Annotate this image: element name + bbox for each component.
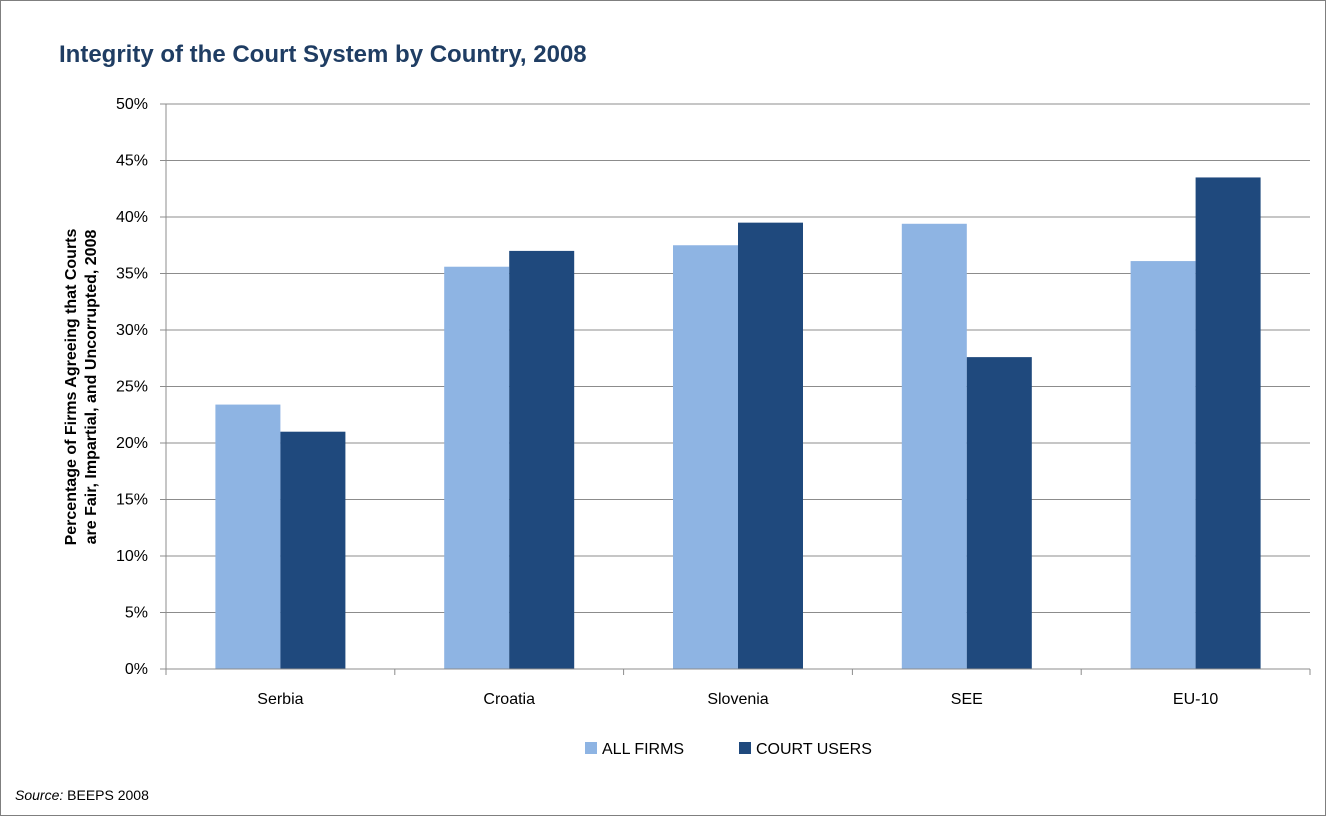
x-tick-label: EU-10 <box>1173 691 1218 708</box>
y-tick-label: 30% <box>116 322 148 339</box>
y-axis-title-line: Percentage of Firms Agreeing that Courts <box>63 229 80 546</box>
x-tick-label: SEE <box>951 691 983 708</box>
source-label: Source: <box>15 787 64 803</box>
legend-label: COURT USERS <box>756 741 872 758</box>
y-tick-label: 15% <box>116 492 148 509</box>
bar <box>738 222 803 669</box>
legend-swatch <box>585 742 597 754</box>
bar <box>1130 261 1196 669</box>
bar <box>1195 177 1261 669</box>
bar <box>509 250 575 669</box>
y-tick-label: 35% <box>116 266 148 283</box>
bar <box>280 431 346 669</box>
y-tick-label: 40% <box>116 209 148 226</box>
y-axis-label: Percentage of Firms Agreeing that Courts… <box>63 229 100 546</box>
bar <box>673 245 738 669</box>
legend-label: ALL FIRMS <box>602 741 684 758</box>
bar <box>444 266 510 669</box>
x-tick-label: Croatia <box>483 691 535 708</box>
y-tick-label: 20% <box>116 435 148 452</box>
legend-swatch <box>739 742 751 754</box>
x-axis <box>160 103 1311 675</box>
source-text: BEEPS 2008 <box>67 787 149 803</box>
y-tick-label: 10% <box>116 548 148 565</box>
chart-title: Integrity of the Court System by Country… <box>59 41 587 68</box>
legend: ALL FIRMS COURT USERS <box>585 741 872 758</box>
y-tick-label: 5% <box>125 605 148 622</box>
y-tick-labels: 0% 5% 10% 15% 20% 25% 30% 35% 40% 45% 50% <box>116 96 148 678</box>
y-axis-title: Percentage of Firms Agreeing that Courts… <box>63 229 100 546</box>
y-tick-label: 0% <box>125 661 148 678</box>
source-note: Source: BEEPS 2008 <box>15 787 149 803</box>
x-tick-labels: Serbia Croatia Slovenia SEE EU-10 <box>257 691 1218 708</box>
y-axis-title-line: are Fair, Impartial, and Uncorrupted, 20… <box>83 230 100 545</box>
y-tick-label: 25% <box>116 379 148 396</box>
x-tick-label: Slovenia <box>707 691 768 708</box>
bar <box>966 357 1032 669</box>
y-tick-label: 45% <box>116 153 148 170</box>
bar <box>215 404 281 669</box>
x-tick-label: Serbia <box>257 691 303 708</box>
y-tick-label: 50% <box>116 96 148 113</box>
bars <box>215 177 1261 669</box>
bar <box>901 223 967 669</box>
